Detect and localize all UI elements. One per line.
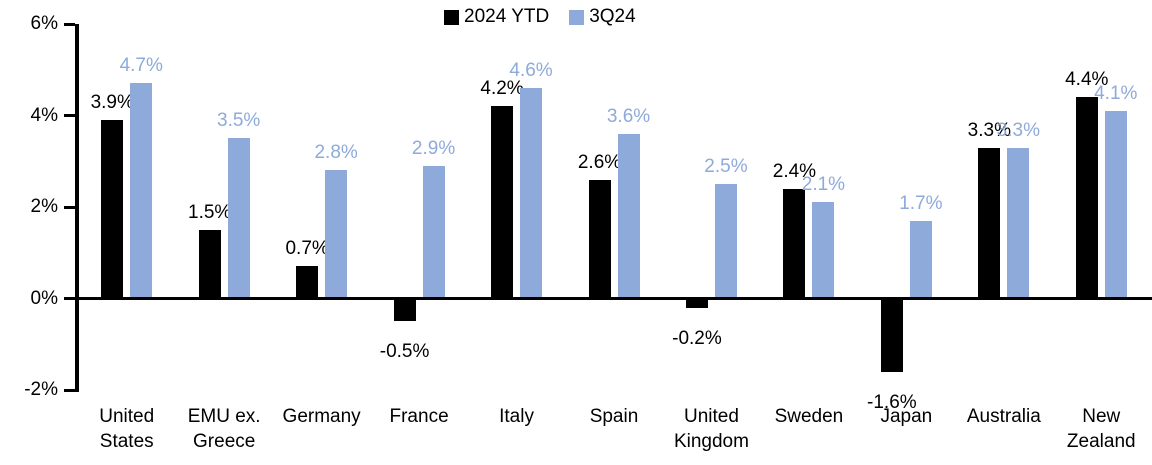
bar-2024-ytd xyxy=(296,266,319,299)
legend-label-2024-ytd: 2024 YTD xyxy=(464,6,550,27)
data-label-2024-ytd: 1.5% xyxy=(188,201,232,223)
bar-2024-ytd xyxy=(393,298,416,322)
bar-3q24 xyxy=(227,138,250,299)
legend-swatch-3q24 xyxy=(569,9,585,25)
y-axis-tick-label: 4% xyxy=(30,104,58,126)
legend-item-3q24: 3Q24 xyxy=(569,5,636,29)
bar-3q24 xyxy=(1104,110,1127,299)
bar-2024-ytd xyxy=(978,147,1001,299)
legend-label-3q24: 3Q24 xyxy=(589,6,636,27)
bar-2024-ytd xyxy=(783,188,806,299)
data-label-3q24: 4.7% xyxy=(119,55,163,77)
y-axis-tick-label: 6% xyxy=(30,13,58,34)
x-axis-category-label: Sweden xyxy=(774,406,844,427)
x-axis-category-label: EMU ex. Greece xyxy=(187,406,261,452)
y-axis-tick xyxy=(64,297,75,300)
data-label-3q24: 1.7% xyxy=(899,192,943,214)
x-axis-category-label: Spain xyxy=(589,406,639,427)
data-label-2024-ytd: 2.6% xyxy=(577,151,622,173)
legend-item-2024-ytd: 2024 YTD xyxy=(444,5,549,29)
bar-3q24 xyxy=(325,170,348,299)
legend-swatch-2024-ytd xyxy=(444,9,459,25)
bar-2024-ytd xyxy=(880,298,903,372)
bar-3q24 xyxy=(1007,147,1030,299)
bar-3q24 xyxy=(130,83,153,299)
y-axis-line xyxy=(75,24,79,392)
data-label-2024-ytd: 4.2% xyxy=(480,78,524,100)
data-label-2024-ytd: 0.7% xyxy=(285,238,329,260)
data-label-3q24: 4.6% xyxy=(509,60,553,82)
bar-2024-ytd xyxy=(588,179,611,299)
bar-3q24 xyxy=(520,88,543,299)
x-axis-category-label: Germany xyxy=(282,406,361,427)
y-axis-tick xyxy=(64,114,75,117)
data-label-3q24: 2.8% xyxy=(314,142,358,164)
data-label-3q24: 2.9% xyxy=(411,137,456,159)
data-label-2024-ytd: 4.4% xyxy=(1065,69,1109,91)
y-axis-tick-label: 0% xyxy=(30,287,58,309)
bar-3q24 xyxy=(812,202,835,299)
chart-legend: 2024 YTD 3Q24 xyxy=(444,4,636,30)
data-label-2024-ytd: 3.9% xyxy=(90,92,134,114)
data-label-3q24: 3.3% xyxy=(996,119,1040,141)
y-axis-tick-label: 2% xyxy=(30,196,58,217)
bar-2024-ytd xyxy=(1075,97,1098,299)
bar-3q24 xyxy=(422,165,445,299)
x-axis-category-label: Japan xyxy=(880,406,933,427)
bar-3q24 xyxy=(909,220,932,299)
bar-2024-ytd xyxy=(198,229,221,299)
bar-2024-ytd xyxy=(101,120,124,299)
x-axis-category-label: United Kingdom xyxy=(673,406,749,452)
y-axis-tick xyxy=(64,22,75,26)
x-axis-category-label: New Zealand xyxy=(1066,406,1136,452)
data-label-3q24: 2.5% xyxy=(704,156,748,178)
data-label-3q24: 4.1% xyxy=(1094,82,1138,104)
y-axis-tick xyxy=(64,388,75,392)
x-axis-category-label: France xyxy=(389,406,449,427)
x-axis-category-label: Italy xyxy=(499,406,534,427)
data-label-2024-ytd: 3.3% xyxy=(967,119,1011,141)
x-axis-category-label: Australia xyxy=(966,406,1041,427)
y-axis-tick-label: -2% xyxy=(24,379,58,400)
data-label-3q24: 3.5% xyxy=(217,110,261,132)
bar-3q24 xyxy=(617,133,640,299)
bar-2024-ytd xyxy=(491,106,514,299)
data-label-2024-ytd: 2.4% xyxy=(772,160,817,182)
data-label-2024-ytd: -0.2% xyxy=(672,327,722,349)
x-axis-category-label: United States xyxy=(99,406,155,452)
data-label-3q24: 2.1% xyxy=(801,174,846,196)
x-axis-line xyxy=(75,297,1152,300)
bar-2024-ytd xyxy=(685,298,708,308)
data-label-3q24: 3.6% xyxy=(606,105,651,127)
data-label-2024-ytd: -0.5% xyxy=(379,341,430,363)
data-label-2024-ytd: -1.6% xyxy=(867,391,917,413)
bar-3q24 xyxy=(714,184,737,299)
y-axis-tick xyxy=(64,205,75,209)
